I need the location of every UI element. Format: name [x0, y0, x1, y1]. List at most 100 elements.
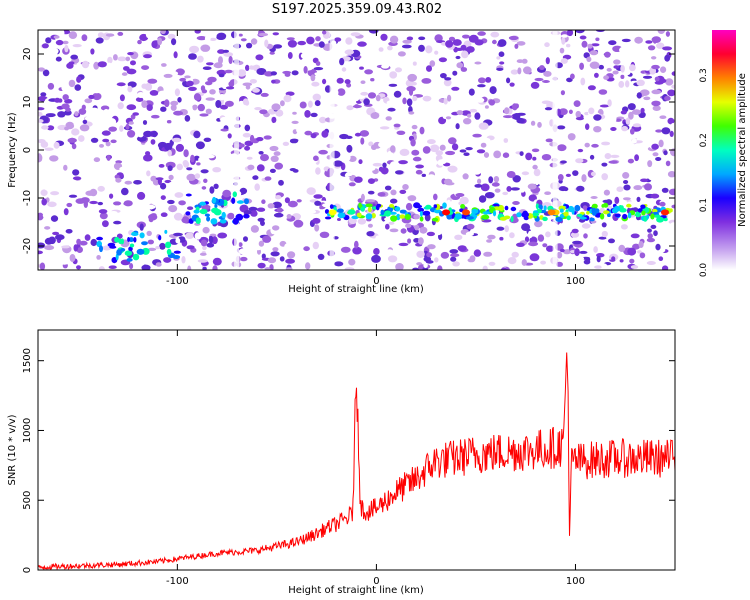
- spectrogram-blob: [389, 161, 400, 168]
- spectrogram-blob: [651, 64, 660, 70]
- spectrogram-blob: [363, 98, 370, 106]
- spectrogram-blob: [636, 92, 642, 99]
- spectrogram-blob: [631, 33, 639, 39]
- spectrogram-blob: [575, 158, 584, 164]
- spectrogram-patch: [221, 211, 226, 219]
- spectrogram-blob: [633, 185, 643, 191]
- spectrogram-blob: [345, 172, 353, 177]
- spectrogram-blob: [270, 251, 280, 257]
- spectrogram-blob: [440, 251, 450, 259]
- spectrogram-blob: [668, 188, 675, 196]
- spectrogram-blob: [657, 30, 666, 34]
- spectrogram-blob: [496, 79, 506, 84]
- spectrogram-blob: [618, 80, 625, 88]
- spectrogram-blob: [127, 85, 133, 93]
- spectrogram-blob: [80, 197, 90, 204]
- spectrogram-patch: [133, 237, 137, 243]
- spectrogram-blob: [418, 36, 426, 41]
- spectrogram-blob: [206, 242, 215, 248]
- spectrogram-blob: [443, 98, 448, 105]
- spectrogram-blob: [527, 230, 533, 239]
- spectrogram-patch: [217, 202, 224, 206]
- spectrogram-blob: [640, 107, 645, 113]
- spectrogram-blob: [354, 176, 363, 183]
- spectrogram-blob: [368, 30, 379, 34]
- spectrogram-blob: [422, 146, 431, 154]
- spectrogram-blob: [310, 133, 317, 139]
- y-tick-label: -20: [22, 238, 33, 254]
- spectrogram-blob: [509, 82, 515, 87]
- spectrogram-blob: [163, 73, 173, 78]
- spectrogram-blob: [120, 113, 128, 120]
- spectrogram-blob: [116, 233, 123, 239]
- spectrogram-blob: [105, 33, 115, 37]
- spectrogram-blob: [603, 75, 609, 80]
- spectrogram-blob: [103, 260, 112, 266]
- spectrogram-blob: [360, 137, 365, 145]
- spectrogram-blob: [389, 35, 399, 44]
- spectrogram-blob: [243, 236, 248, 242]
- spectrogram-band-cell: [351, 215, 359, 220]
- spectrogram-blob: [89, 200, 98, 205]
- spectrogram-blob: [422, 95, 432, 102]
- spectrogram-blob: [191, 264, 199, 270]
- spectrogram-blob: [344, 153, 351, 161]
- spectrogram-blob: [532, 127, 538, 135]
- spectrogram-blob: [148, 213, 158, 221]
- spectrogram-blob: [589, 154, 595, 160]
- spectrogram-blob: [228, 81, 235, 87]
- spectrogram-blob: [393, 90, 402, 98]
- spectrogram-blob: [503, 138, 509, 143]
- spectrogram-patch: [199, 201, 207, 206]
- spectrogram-blob: [262, 171, 271, 176]
- spectrogram-blob: [445, 150, 456, 156]
- spectrogram-blob: [132, 31, 142, 37]
- spectrogram-blob: [414, 224, 420, 231]
- spectrogram-blob: [65, 229, 73, 234]
- spectrogram-blob: [478, 195, 487, 203]
- spectrogram-blob: [416, 68, 426, 75]
- spectrogram-blob: [158, 90, 167, 97]
- spectrogram-blob: [117, 102, 124, 110]
- spectrogram-blob: [666, 79, 673, 86]
- spectrogram-blob: [252, 175, 259, 180]
- colorbar-label: Normalized spectral amplitude: [737, 73, 748, 227]
- spectrogram-blob: [573, 100, 581, 107]
- spectrogram-blob: [76, 265, 81, 270]
- spectrogram-blob: [167, 165, 173, 172]
- spectrogram-blob: [569, 141, 577, 146]
- spectrogram-blob: [255, 54, 264, 61]
- spectrogram-blob: [620, 224, 628, 230]
- spectrogram-blob: [650, 137, 657, 144]
- spectrogram-blob: [458, 99, 463, 108]
- spectrogram-blob: [536, 104, 544, 109]
- spectrogram-blob: [109, 193, 114, 199]
- spectrogram-blob: [447, 165, 458, 173]
- spectrogram-blob: [530, 120, 536, 126]
- spectrogram-blob: [566, 30, 574, 37]
- spectrogram-blob: [97, 32, 105, 38]
- spectrogram-blob: [345, 37, 353, 45]
- spectrogram-blob: [64, 44, 69, 53]
- spectrogram-blob: [175, 143, 184, 152]
- spectrogram-blob: [669, 130, 674, 137]
- spectrogram-blob: [248, 206, 258, 212]
- spectrogram-blob: [482, 265, 488, 270]
- spectrogram-band-cell: [555, 216, 563, 222]
- spectrogram-blob: [537, 234, 545, 242]
- spectrogram-band-cell: [482, 211, 491, 215]
- spectrogram-blob: [589, 61, 600, 69]
- spectrogram-band-cell: [576, 213, 583, 218]
- x-tick-label: 0: [373, 276, 379, 287]
- spectrogram-blob: [586, 56, 592, 62]
- spectrogram-blob: [264, 176, 272, 181]
- spectrogram-blob: [579, 35, 587, 40]
- spectrogram-blob: [271, 79, 276, 84]
- spectrogram-blob: [143, 54, 152, 59]
- spectrogram-blob: [456, 110, 464, 116]
- spectrogram-blob: [264, 39, 269, 48]
- spectrogram-blob: [488, 261, 496, 266]
- spectrogram-blob: [119, 125, 124, 132]
- spectrogram-blob: [117, 56, 127, 62]
- spectrogram-blob: [129, 263, 134, 270]
